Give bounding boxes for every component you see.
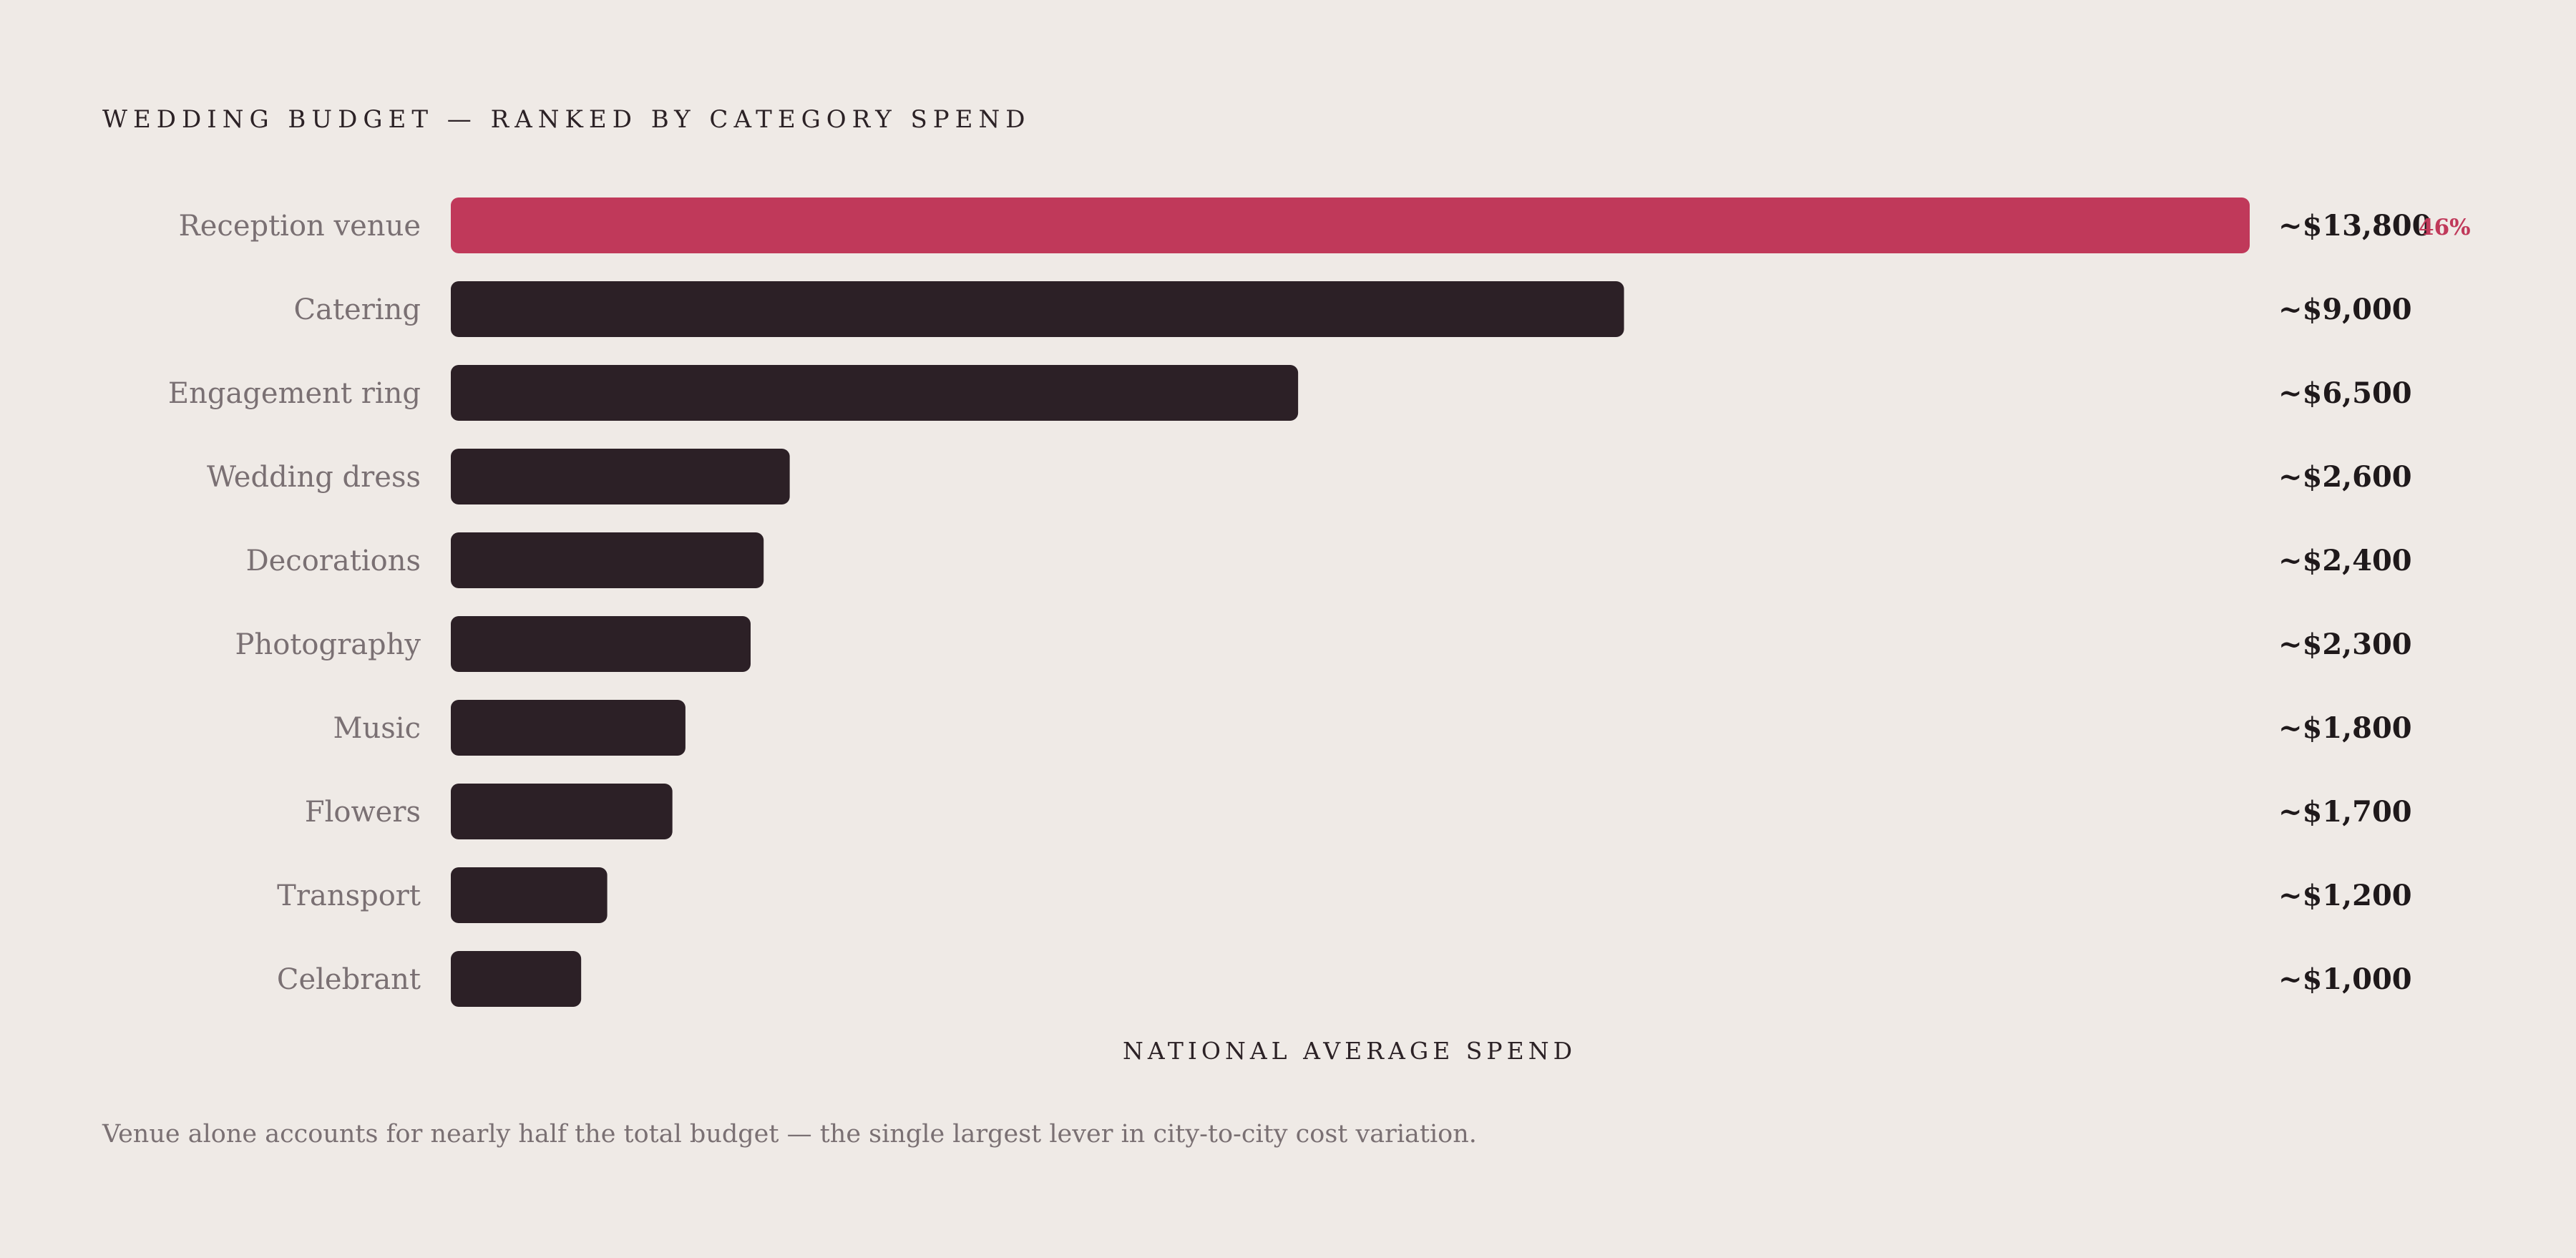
value-label: ~$1,800 xyxy=(2278,711,2412,745)
bar-celebrant xyxy=(451,951,582,1007)
value-label: ~$1,200 xyxy=(2278,879,2412,912)
category-label: Transport xyxy=(277,879,421,912)
bar-engagement-ring xyxy=(451,365,1299,421)
bar-reception-venue xyxy=(451,198,2250,253)
category-label: Reception venue xyxy=(179,210,421,243)
category-label: Music xyxy=(333,712,421,745)
category-label: Decorations xyxy=(246,545,421,577)
category-label: Photography xyxy=(235,628,421,661)
category-label: Flowers xyxy=(305,796,421,829)
chart-title: WEDDING BUDGET — RANKED BY CATEGORY SPEN… xyxy=(102,105,1030,134)
bar-wedding-dress xyxy=(451,449,790,504)
category-label: Catering xyxy=(294,293,421,326)
value-label: ~$13,800 xyxy=(2278,209,2431,243)
share-annotation: 46% xyxy=(2419,215,2471,240)
value-label: ~$2,600 xyxy=(2278,460,2412,494)
category-label: Engagement ring xyxy=(168,377,421,410)
value-label: ~$6,500 xyxy=(2278,376,2412,410)
bar-music xyxy=(451,700,686,756)
bar-photography xyxy=(451,616,751,672)
category-label: Celebrant xyxy=(277,963,421,996)
category-label: Wedding dress xyxy=(207,461,421,494)
value-label: ~$1,700 xyxy=(2278,795,2412,829)
bar-catering xyxy=(451,281,1624,337)
value-label: ~$2,300 xyxy=(2278,628,2412,661)
bar-flowers xyxy=(451,784,673,839)
x-axis-label: NATIONAL AVERAGE SPEND xyxy=(1123,1037,1576,1065)
bar-decorations xyxy=(451,532,764,588)
value-label: ~$2,400 xyxy=(2278,544,2412,577)
value-label: ~$1,000 xyxy=(2278,962,2412,996)
value-label: ~$9,000 xyxy=(2278,293,2412,326)
footnote: Venue alone accounts for nearly half the… xyxy=(102,1120,1477,1149)
bar-transport xyxy=(451,867,608,923)
